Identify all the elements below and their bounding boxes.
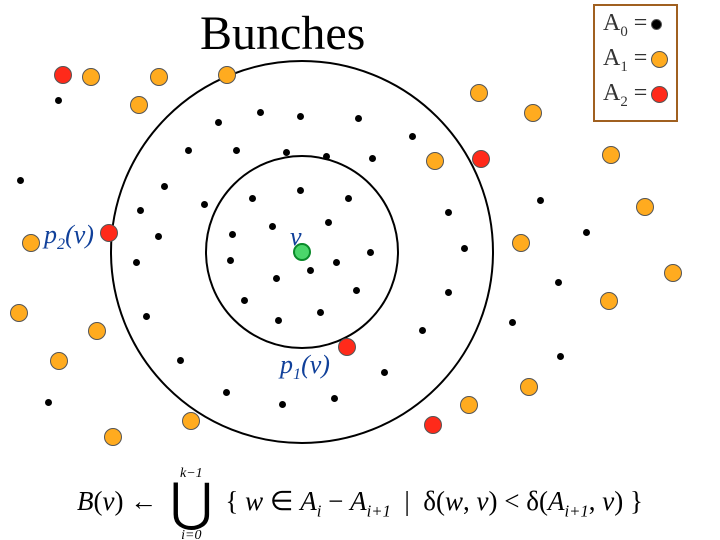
legend-label-a0: A0 = <box>603 10 647 36</box>
a0-dot <box>445 209 452 216</box>
title-text: Bunches <box>200 7 365 60</box>
legend-swatch-a1 <box>651 51 668 68</box>
a0-dot <box>273 275 280 282</box>
a0-dot <box>355 115 362 122</box>
legend-swatch-a2 <box>651 86 668 103</box>
a2-dot <box>472 150 490 168</box>
a0-dot <box>201 201 208 208</box>
a2-dot <box>424 416 442 434</box>
a0-dot <box>331 395 338 402</box>
a0-dot <box>419 327 426 334</box>
a0-dot <box>241 297 248 304</box>
legend-box: A0 = A1 = A2 = <box>593 4 678 122</box>
legend-item-a2: A2 = <box>603 80 668 115</box>
a1-dot <box>82 68 100 86</box>
a1-dot <box>600 292 618 310</box>
a1-dot <box>602 146 620 164</box>
a1-dot <box>22 234 40 252</box>
a1-dot <box>470 84 488 102</box>
a1-dot <box>460 396 478 414</box>
legend-item-a0: A0 = <box>603 10 668 45</box>
a0-dot <box>155 233 162 240</box>
a0-dot <box>279 401 286 408</box>
a0-dot <box>227 257 234 264</box>
label-p2v: p2(v) <box>44 220 94 254</box>
a0-dot <box>367 249 374 256</box>
a0-dot <box>133 259 140 266</box>
a0-dot <box>269 223 276 230</box>
a0-dot <box>223 389 230 396</box>
a0-dot <box>161 183 168 190</box>
a0-dot <box>353 287 360 294</box>
a1-dot <box>130 96 148 114</box>
a1-dot <box>88 322 106 340</box>
a0-dot <box>177 357 184 364</box>
a2-dot <box>338 338 356 356</box>
a0-dot <box>137 207 144 214</box>
label-p1v: p1(v) <box>280 350 330 384</box>
a0-dot <box>17 177 24 184</box>
a1-dot <box>636 198 654 216</box>
a1-dot <box>104 428 122 446</box>
a0-dot <box>509 319 516 326</box>
a0-dot <box>323 153 330 160</box>
a0-dot <box>55 97 62 104</box>
a0-dot <box>537 197 544 204</box>
a0-dot <box>45 399 52 406</box>
diagram-title: Bunches <box>200 6 365 61</box>
a0-dot <box>325 219 332 226</box>
a2-dot <box>54 66 72 84</box>
a0-dot <box>297 187 304 194</box>
a0-dot <box>185 147 192 154</box>
legend-item-a1: A1 = <box>603 45 668 80</box>
a0-dot <box>297 113 304 120</box>
a0-dot <box>249 195 256 202</box>
a0-dot <box>409 133 416 140</box>
a1-dot <box>218 66 236 84</box>
a1-dot <box>524 104 542 122</box>
a1-dot <box>50 352 68 370</box>
a0-dot <box>257 109 264 116</box>
a1-dot <box>520 378 538 396</box>
a0-dot <box>275 317 282 324</box>
legend-label-a1: A1 = <box>603 45 647 71</box>
a0-dot <box>555 279 562 286</box>
legend-swatch-a0 <box>651 19 662 30</box>
a1-dot <box>426 152 444 170</box>
legend-label-a2: A2 = <box>603 80 647 106</box>
label-v: v <box>290 222 302 252</box>
a0-dot <box>345 195 352 202</box>
a0-dot <box>307 267 314 274</box>
a1-dot <box>150 68 168 86</box>
a0-dot <box>283 149 290 156</box>
a0-dot <box>461 245 468 252</box>
a2-dot <box>100 224 118 242</box>
a1-dot <box>10 304 28 322</box>
a0-dot <box>143 313 150 320</box>
bunch-formula: B(v) ← k−1⋃i=0 { w ∈ Ai − Ai+1 | δ(w, v)… <box>0 478 720 530</box>
a0-dot <box>583 229 590 236</box>
a1-dot <box>182 412 200 430</box>
a0-dot <box>317 309 324 316</box>
a0-dot <box>369 155 376 162</box>
a0-dot <box>215 119 222 126</box>
a0-dot <box>233 147 240 154</box>
a1-dot <box>512 234 530 252</box>
a0-dot <box>557 353 564 360</box>
a0-dot <box>229 231 236 238</box>
a0-dot <box>381 369 388 376</box>
a0-dot <box>333 259 340 266</box>
a0-dot <box>445 289 452 296</box>
a1-dot <box>664 264 682 282</box>
